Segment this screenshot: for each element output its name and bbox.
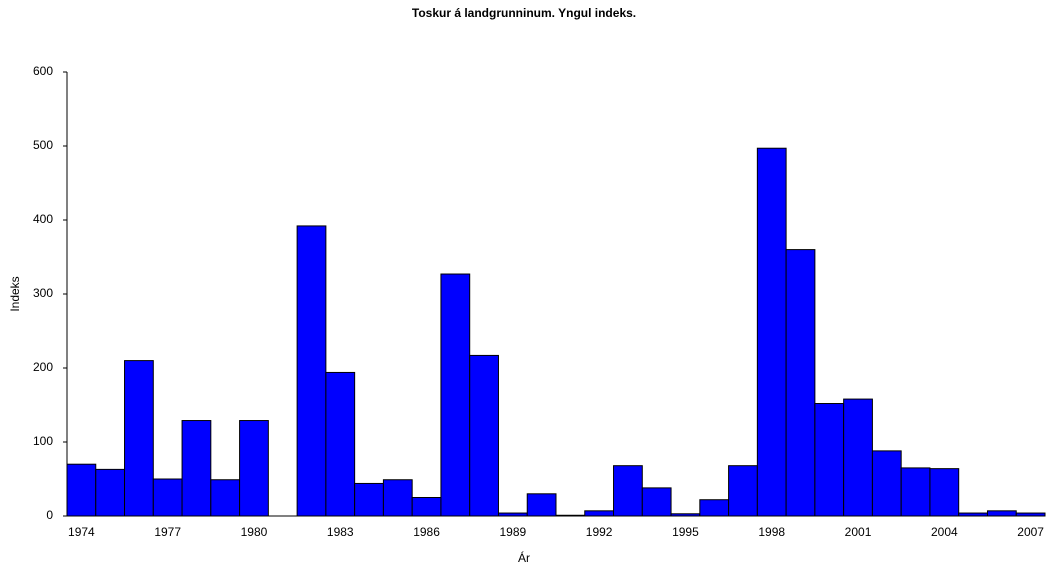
x-tick-label: 1974 xyxy=(68,525,95,539)
x-tick-label: 1980 xyxy=(241,525,268,539)
bar xyxy=(986,510,1017,517)
y-tick-label: 0 xyxy=(46,508,53,522)
bar xyxy=(66,463,97,517)
bar xyxy=(210,479,241,517)
x-tick-label: 2007 xyxy=(1017,525,1044,539)
bar xyxy=(641,487,672,517)
bar xyxy=(756,147,787,517)
bar xyxy=(699,499,730,517)
bar xyxy=(900,467,931,517)
y-axis-label: Indeks xyxy=(8,276,22,311)
bar xyxy=(871,450,902,517)
bar xyxy=(469,354,499,517)
bar xyxy=(382,479,413,517)
x-tick-label: 1977 xyxy=(154,525,181,539)
bar xyxy=(814,403,845,517)
y-tick-label: 300 xyxy=(33,286,53,300)
y-tick-label: 600 xyxy=(33,64,53,78)
bar xyxy=(584,510,615,517)
bar xyxy=(296,225,327,517)
x-tick-label: 1989 xyxy=(500,525,527,539)
bar xyxy=(843,398,873,517)
bar xyxy=(152,478,183,517)
x-tick-label: 1998 xyxy=(758,525,785,539)
bar xyxy=(354,482,384,517)
y-tick-label: 500 xyxy=(33,138,53,152)
bar xyxy=(325,371,356,517)
bar xyxy=(440,273,471,517)
chart-title: Toskur á landgrunninum. Yngul indeks. xyxy=(412,6,636,20)
x-tick-label: 2004 xyxy=(931,525,958,539)
bar xyxy=(181,420,212,517)
bar xyxy=(95,468,126,517)
bar xyxy=(929,468,960,517)
y-tick-label: 200 xyxy=(33,360,53,374)
bar xyxy=(613,465,643,517)
x-tick-label: 1986 xyxy=(413,525,440,539)
bar xyxy=(728,465,758,517)
x-tick-label: 1983 xyxy=(327,525,354,539)
bar xyxy=(124,360,154,517)
bar xyxy=(411,497,442,517)
y-tick-label: 400 xyxy=(33,212,53,226)
bar xyxy=(785,249,816,517)
bar xyxy=(239,420,269,517)
y-tick-label: 100 xyxy=(33,434,53,448)
x-tick-label: 1995 xyxy=(672,525,699,539)
x-tick-label: 1992 xyxy=(586,525,613,539)
x-tick-label: 2001 xyxy=(845,525,872,539)
x-axis-label: Ár xyxy=(518,550,530,565)
bar xyxy=(526,493,557,517)
